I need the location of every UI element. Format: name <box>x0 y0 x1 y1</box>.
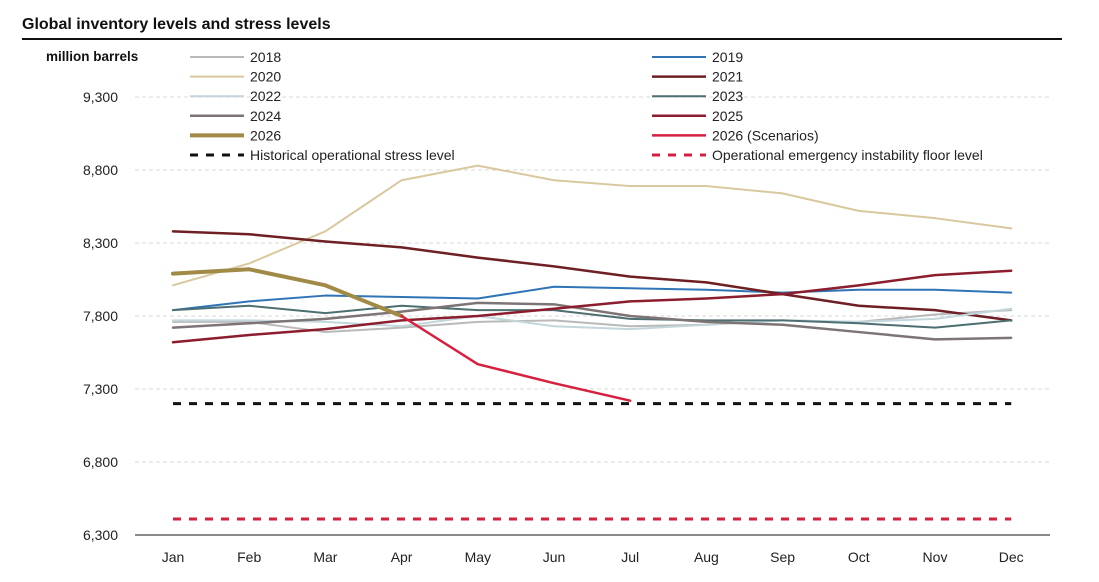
series-line <box>171 230 1013 322</box>
series-2023 <box>172 304 1013 329</box>
x-tick-label: Sep <box>770 549 795 565</box>
y-axis-label: million barrels <box>46 49 139 64</box>
y-tick-label: 7,800 <box>83 308 118 324</box>
x-tick-labels: Jan Feb Mar Apr May Jun Jul Aug Sep Oct Nov Dec <box>162 549 1024 565</box>
series-line <box>172 285 1013 312</box>
legend-label: 2020 <box>250 69 281 85</box>
legend-item: 2019 <box>652 49 743 65</box>
legend-item: 2020 <box>190 69 281 85</box>
chart-title: Global inventory levels and stress level… <box>22 16 331 33</box>
legend-label: 2018 <box>250 49 281 65</box>
legend-label: 2022 <box>250 88 281 104</box>
legend-item: Historical operational stress level <box>190 147 455 163</box>
x-tick-label: Apr <box>391 549 413 565</box>
legend-item: 2018 <box>190 49 281 65</box>
series-line <box>172 307 1013 331</box>
x-tick-label: Jul <box>621 549 639 565</box>
series-line <box>172 164 1013 287</box>
series-2022 <box>172 307 1013 331</box>
series-line <box>400 314 632 402</box>
x-tick-label: Dec <box>999 549 1024 565</box>
legend-item: 2024 <box>190 108 281 124</box>
legend-item: 2026 (Scenarios) <box>652 127 819 143</box>
y-tick-labels: 6,300 6,800 7,300 7,800 8,300 8,800 9,300 <box>83 89 118 543</box>
y-tick-label: 6,800 <box>83 454 118 470</box>
series-line <box>171 269 1013 344</box>
series-2020 <box>172 164 1013 287</box>
series-2024 <box>171 301 1013 341</box>
legend-item: Operational emergency instability floor … <box>652 147 983 163</box>
legend-item: 2026 <box>190 127 281 143</box>
x-tick-label: Mar <box>313 549 337 565</box>
legend-item: 2025 <box>652 108 743 124</box>
x-tick-label: Jan <box>162 549 185 565</box>
legend-label: 2025 <box>712 108 743 124</box>
series-line <box>171 301 1013 341</box>
gridlines <box>135 96 1050 536</box>
legend-label: 2023 <box>712 88 743 104</box>
series-2026-scenarios <box>400 314 632 402</box>
y-tick-label: 6,300 <box>83 527 118 543</box>
legend: 2018 2019 2020 2021 2022 2023 2024 2025 2026 2026… <box>190 49 983 163</box>
legend-item: 2021 <box>652 69 743 85</box>
y-tick-label: 7,300 <box>83 381 118 397</box>
title-rule <box>22 38 1062 40</box>
legend-label: 2021 <box>712 69 743 85</box>
series-2021 <box>171 230 1013 322</box>
x-tick-label: Nov <box>923 549 948 565</box>
legend-label: Operational emergency instability floor … <box>712 147 983 163</box>
legend-label: 2026 (Scenarios) <box>712 127 819 143</box>
x-tick-label: Feb <box>237 549 261 565</box>
x-tick-label: May <box>465 549 491 565</box>
x-tick-label: Oct <box>848 549 870 565</box>
legend-label: 2026 <box>250 127 281 143</box>
y-tick-label: 8,800 <box>83 162 118 178</box>
y-tick-label: 9,300 <box>83 89 118 105</box>
x-tick-label: Jun <box>543 549 566 565</box>
series-line <box>171 267 404 318</box>
y-tick-label: 8,300 <box>83 235 118 251</box>
series-lines <box>171 164 1013 521</box>
x-tick-label: Aug <box>694 549 719 565</box>
legend-label: Historical operational stress level <box>250 147 455 163</box>
legend-label: 2024 <box>250 108 281 124</box>
series-line <box>172 304 1013 329</box>
legend-item: 2023 <box>652 88 743 104</box>
series-2019 <box>172 285 1013 312</box>
legend-label: 2019 <box>712 49 743 65</box>
legend-item: 2022 <box>190 88 281 104</box>
series-2025 <box>171 269 1013 344</box>
series-2026 <box>171 267 404 318</box>
